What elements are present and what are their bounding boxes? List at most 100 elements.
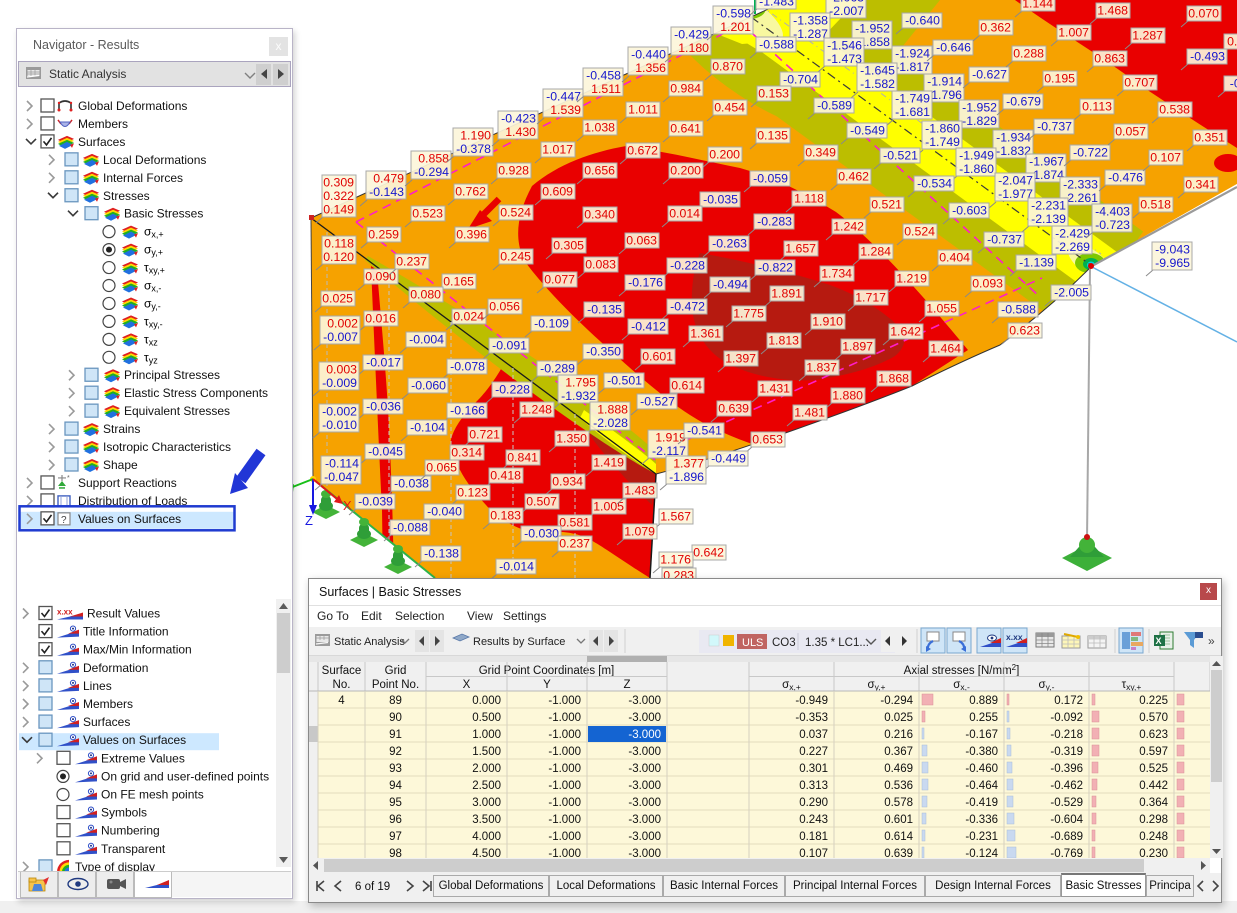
svg-text:-0.036: -0.036 — [366, 399, 401, 413]
svg-text:0.183: 0.183 — [490, 508, 521, 522]
svg-text:0.227: 0.227 — [799, 746, 828, 758]
svg-text:0.123: 0.123 — [457, 485, 488, 499]
svg-text:4.500: 4.500 — [472, 848, 501, 858]
svg-text:-9.965: -9.965 — [1155, 256, 1190, 270]
svg-text:-0.419: -0.419 — [965, 797, 998, 809]
svg-text:-0.476: -0.476 — [1108, 170, 1143, 184]
svg-text:90: 90 — [389, 712, 402, 724]
svg-text:Static Analysis: Static Analysis — [334, 636, 405, 648]
svg-text:95: 95 — [389, 797, 402, 809]
svg-text:Principal Stresses: Principal Stresses — [124, 368, 220, 382]
svg-text:0.230: 0.230 — [1139, 848, 1168, 858]
svg-text:0.135: 0.135 — [757, 128, 788, 142]
svg-text:-0.604: -0.604 — [1050, 814, 1083, 826]
svg-text:1.35 * LC1...: 1.35 * LC1... — [805, 637, 869, 649]
svg-text:σy,+: σy,+ — [144, 243, 163, 258]
svg-text:0.581: 0.581 — [559, 515, 590, 529]
svg-text:0.642: 0.642 — [693, 545, 724, 559]
svg-text:-1.000: -1.000 — [548, 780, 581, 792]
svg-text:-0.949: -0.949 — [795, 695, 828, 707]
svg-text:-3.000: -3.000 — [628, 763, 661, 775]
svg-text:-1.000: -1.000 — [548, 712, 581, 724]
svg-text:1.180: 1.180 — [678, 41, 709, 55]
svg-text:1.377: 1.377 — [673, 456, 704, 470]
svg-text:1.284: 1.284 — [860, 244, 891, 258]
svg-text:1.011: 1.011 — [628, 102, 658, 116]
svg-text:1.190: 1.190 — [460, 128, 491, 142]
svg-text:0.601: 0.601 — [884, 814, 913, 826]
svg-text:-3.000: -3.000 — [628, 695, 661, 707]
svg-text:τxy,-: τxy,- — [144, 314, 163, 329]
svg-text:-0.350: -0.350 — [586, 344, 621, 358]
svg-text:0.225: 0.225 — [1139, 695, 1168, 707]
svg-text:-1.860: -1.860 — [959, 162, 994, 176]
svg-text:-3.000: -3.000 — [628, 797, 661, 809]
svg-text:-0.010: -0.010 — [322, 418, 357, 432]
svg-text:-0.002: -0.002 — [322, 404, 357, 418]
svg-text:Surface: Surface — [322, 665, 362, 677]
svg-text:0.858: 0.858 — [418, 151, 449, 165]
svg-text:Deformation: Deformation — [83, 661, 148, 675]
svg-text:0.984: 0.984 — [670, 81, 701, 95]
svg-text:-3.000: -3.000 — [628, 780, 661, 792]
svg-text:1.567: 1.567 — [660, 509, 691, 523]
svg-text:-1.000: -1.000 — [548, 695, 581, 707]
svg-text:-0.493: -0.493 — [1190, 49, 1225, 63]
svg-text:-0.588: -0.588 — [1001, 302, 1036, 316]
svg-text:92: 92 — [389, 746, 402, 758]
svg-text:0.200: 0.200 — [670, 163, 701, 177]
svg-text:?: ? — [61, 515, 67, 526]
svg-text:0.000: 0.000 — [472, 695, 501, 707]
svg-text:-0.294: -0.294 — [880, 695, 913, 707]
svg-text:-4.403: -4.403 — [1095, 204, 1130, 218]
svg-text:-2.261: -2.261 — [1063, 191, 1098, 205]
svg-text:0.538: 0.538 — [1159, 102, 1190, 116]
svg-text:Grid Point Coordinates [m]: Grid Point Coordinates [m] — [479, 665, 615, 677]
svg-text:σx,-: σx,- — [953, 679, 970, 692]
svg-text:0.200: 0.200 — [709, 147, 740, 161]
svg-text:93: 93 — [389, 763, 402, 775]
svg-text:0.707: 0.707 — [1124, 75, 1155, 89]
svg-text:-1.139: -1.139 — [1019, 255, 1054, 269]
svg-text:0.418: 0.418 — [490, 468, 521, 482]
svg-text:-1.874: -1.874 — [1029, 168, 1064, 182]
svg-text:1.350: 1.350 — [556, 431, 587, 445]
svg-text:0.080: 0.080 — [410, 287, 441, 301]
svg-text:0.721: 0.721 — [469, 427, 500, 441]
svg-text:0.024: 0.024 — [453, 309, 484, 323]
svg-text:-1.000: -1.000 — [548, 763, 581, 775]
svg-text:0.243: 0.243 — [799, 814, 828, 826]
svg-text:1.219: 1.219 — [896, 271, 927, 285]
svg-text:-0.040: -0.040 — [427, 504, 462, 518]
svg-text:-0.472: -0.472 — [670, 299, 705, 313]
svg-text:1.511: 1.511 — [591, 82, 621, 96]
svg-text:1.201: 1.201 — [720, 20, 751, 34]
svg-text:0.614: 0.614 — [671, 378, 702, 392]
svg-text:-3.000: -3.000 — [628, 712, 661, 724]
svg-text:Support Reactions: Support Reactions — [78, 476, 177, 490]
svg-text:1.483: 1.483 — [624, 483, 655, 497]
svg-text:ULS: ULS — [742, 637, 763, 649]
svg-text:1.837: 1.837 — [806, 360, 837, 374]
svg-text:-0.588: -0.588 — [759, 37, 794, 51]
svg-text:-0.104: -0.104 — [410, 420, 445, 434]
svg-text:-1.000: -1.000 — [548, 797, 581, 809]
svg-text:0.025: 0.025 — [884, 712, 913, 724]
svg-text:-0.822: -0.822 — [758, 260, 793, 274]
svg-text:-0.527: -0.527 — [640, 394, 675, 408]
svg-text:0.195: 0.195 — [1044, 71, 1075, 85]
svg-text:-0.218: -0.218 — [1050, 729, 1083, 741]
svg-text:»: » — [1208, 634, 1215, 648]
svg-text:-0.704: -0.704 — [783, 72, 818, 86]
svg-text:-1.000: -1.000 — [548, 746, 581, 758]
svg-text:Z: Z — [623, 679, 630, 691]
svg-text:Isotropic Characteristics: Isotropic Characteristics — [103, 440, 231, 454]
svg-text:-0.336: -0.336 — [965, 814, 998, 826]
svg-text:1.919: 1.919 — [655, 430, 686, 444]
svg-text:-1.749: -1.749 — [925, 135, 960, 149]
svg-text:0.934: 0.934 — [552, 474, 583, 488]
svg-text:-1.896: -1.896 — [669, 470, 704, 484]
svg-text:-0.447: -0.447 — [546, 89, 581, 103]
svg-text:96: 96 — [389, 814, 402, 826]
svg-text:0.037: 0.037 — [799, 729, 828, 741]
